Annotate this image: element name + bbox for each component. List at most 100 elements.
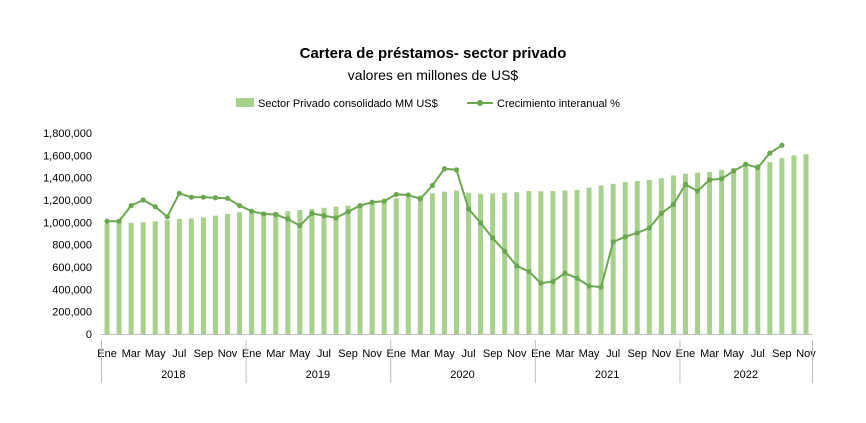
line-point (767, 150, 773, 156)
bar (321, 207, 327, 334)
line-point (453, 167, 460, 173)
year-label: 2018 (161, 369, 185, 381)
x-tick-label: Sep (483, 348, 503, 360)
line-point (502, 248, 508, 254)
bar (478, 193, 484, 334)
x-tick-label: Nov (652, 348, 672, 360)
bar (538, 191, 544, 334)
y-tick-label: 800,000 (52, 240, 92, 252)
x-tick-label: Mar (411, 348, 430, 360)
x-tick-label: May (289, 348, 310, 360)
x-tick-label: Sep (194, 348, 214, 360)
bar (261, 211, 267, 334)
line-point (682, 181, 689, 187)
y-tick-label: 200,000 (52, 307, 92, 319)
line-point (297, 223, 303, 229)
line-point (514, 263, 520, 269)
bar (610, 183, 616, 334)
bar (791, 155, 797, 334)
bar (779, 158, 785, 334)
bar (405, 197, 411, 334)
bar (297, 210, 303, 334)
line-point (634, 230, 640, 236)
x-tick-label: Jul (172, 348, 186, 360)
line-point (224, 195, 231, 201)
chart-title: Cartera de préstamos- sector privado (299, 45, 567, 62)
line-point (598, 284, 604, 290)
bar (140, 222, 146, 334)
x-tick-label: Jul (462, 348, 476, 360)
line-point (478, 220, 484, 226)
x-tick-label: Mar (700, 348, 719, 360)
line-point (236, 202, 243, 209)
line-point (538, 280, 544, 286)
bar (333, 206, 339, 334)
line-point (670, 201, 677, 208)
y-tick-label: 0 (86, 329, 92, 341)
line-point (441, 166, 448, 172)
bar (164, 220, 170, 334)
line-point (755, 165, 761, 171)
bar (803, 154, 809, 334)
bar (767, 162, 773, 334)
y-tick-label: 1,000,000 (43, 217, 92, 229)
bar (176, 218, 182, 334)
bar (345, 205, 351, 334)
x-tick-label: Sep (627, 348, 647, 360)
line-point (176, 190, 182, 196)
x-tick-label: Jul (317, 348, 331, 360)
bar (381, 200, 387, 334)
x-tick-label: Mar (266, 348, 285, 360)
bar (454, 190, 459, 334)
line-point (490, 235, 496, 241)
year-label: 2021 (595, 369, 619, 381)
bar (249, 211, 255, 334)
line-point (779, 142, 785, 148)
year-label: 2022 (733, 369, 757, 381)
legend-marker-line (477, 100, 483, 106)
line-point (345, 209, 351, 215)
line-point (212, 195, 219, 201)
bar (104, 223, 110, 334)
bar (755, 164, 761, 334)
bar (200, 217, 206, 334)
bar (550, 191, 556, 334)
bar (188, 218, 194, 334)
line-point (273, 211, 279, 218)
bar (417, 195, 423, 334)
line-point (550, 278, 556, 285)
line-point (574, 275, 580, 281)
legend-label-line: Crecimiento interanual % (497, 98, 620, 110)
bar (622, 182, 628, 334)
bar (731, 168, 737, 334)
line-point (285, 216, 291, 222)
line-point (104, 218, 110, 224)
line-point (116, 218, 122, 224)
line-point (429, 182, 435, 189)
bar (598, 185, 604, 334)
bar (574, 189, 580, 334)
bar (152, 221, 158, 334)
legend-label-bars: Sector Privado consolidado MM US$ (258, 98, 438, 110)
x-tick-label: Nov (218, 348, 238, 360)
line-point (393, 191, 399, 198)
bar (429, 193, 435, 334)
bar (658, 178, 664, 334)
line-point (152, 204, 158, 210)
x-tick-label: Ene (531, 348, 551, 360)
bar (743, 166, 749, 334)
line-point (706, 177, 713, 183)
x-tick-label: May (579, 348, 600, 360)
bar (116, 221, 122, 334)
x-tick-label: May (434, 348, 455, 360)
bar (237, 212, 243, 334)
bar (707, 172, 713, 334)
y-tick-label: 1,200,000 (43, 195, 92, 207)
bar (514, 192, 520, 334)
x-tick-label: Ene (676, 348, 696, 360)
line-point (321, 213, 327, 219)
x-tick-label: Jul (751, 348, 765, 360)
line-point (164, 214, 170, 220)
